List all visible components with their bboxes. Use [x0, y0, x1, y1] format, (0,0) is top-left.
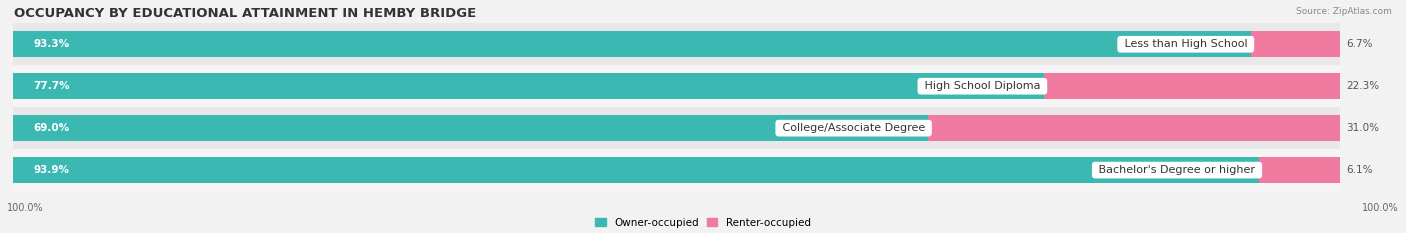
Text: 31.0%: 31.0% [1347, 123, 1379, 133]
Bar [13, 73, 1043, 99]
Text: Bachelor's Degree or higher: Bachelor's Degree or higher [1095, 165, 1258, 175]
Text: 100.0%: 100.0% [1362, 203, 1399, 213]
Text: 93.9%: 93.9% [34, 165, 69, 175]
Bar [1251, 31, 1340, 57]
Text: 6.7%: 6.7% [1347, 39, 1372, 49]
Bar [928, 115, 1340, 141]
Bar [13, 115, 928, 141]
Legend: Owner-occupied, Renter-occupied: Owner-occupied, Renter-occupied [595, 218, 811, 228]
Text: 93.3%: 93.3% [34, 39, 69, 49]
Text: 6.1%: 6.1% [1347, 165, 1372, 175]
Bar [1258, 157, 1340, 183]
Text: High School Diploma: High School Diploma [921, 81, 1043, 91]
Bar [13, 23, 1340, 65]
Text: 69.0%: 69.0% [34, 123, 69, 133]
Bar [13, 157, 1258, 183]
Text: Less than High School: Less than High School [1121, 39, 1251, 49]
Bar [13, 65, 1340, 107]
Text: Source: ZipAtlas.com: Source: ZipAtlas.com [1296, 7, 1392, 16]
Bar [13, 157, 1340, 183]
Bar [13, 31, 1340, 57]
Text: OCCUPANCY BY EDUCATIONAL ATTAINMENT IN HEMBY BRIDGE: OCCUPANCY BY EDUCATIONAL ATTAINMENT IN H… [14, 7, 477, 20]
Bar [13, 115, 1340, 141]
Bar [13, 107, 1340, 149]
Text: College/Associate Degree: College/Associate Degree [779, 123, 928, 133]
Text: 22.3%: 22.3% [1347, 81, 1379, 91]
Bar [13, 73, 1340, 99]
Text: 77.7%: 77.7% [34, 81, 70, 91]
Bar [13, 149, 1340, 191]
Bar [13, 31, 1251, 57]
Text: 100.0%: 100.0% [7, 203, 44, 213]
Bar [1043, 73, 1340, 99]
